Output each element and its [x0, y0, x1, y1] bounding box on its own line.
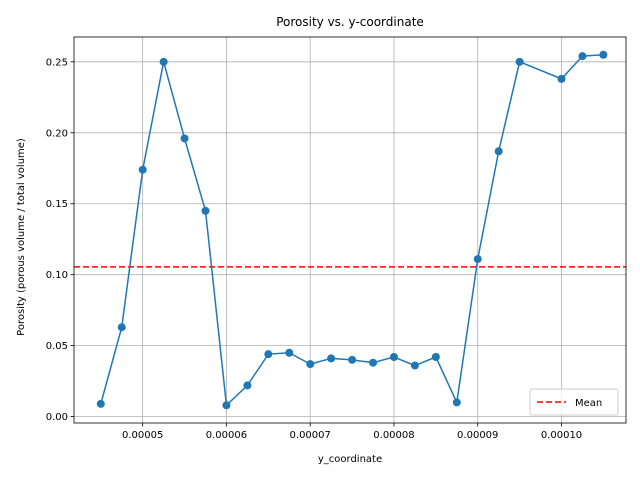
- data-point: [96, 399, 105, 408]
- axes-frame: [73, 36, 627, 424]
- y-tick-label: 0.25: [46, 57, 68, 68]
- x-tick-label: 0.00005: [122, 430, 163, 441]
- data-point: [348, 355, 357, 364]
- tick-layer: 0.00005 0.00006 0.00007 0.00008 0.00009 0.000…: [46, 57, 582, 441]
- data-point: [599, 50, 608, 59]
- data-point: [578, 52, 587, 61]
- data-point: [473, 255, 482, 264]
- x-tick-label: 0.00007: [290, 430, 331, 441]
- data-point: [222, 401, 231, 410]
- data-point: [494, 147, 503, 156]
- chart-title: Porosity vs. y-coordinate: [276, 15, 424, 29]
- data-point: [327, 354, 336, 363]
- series-layer: [96, 50, 608, 410]
- y-axis-label: Porosity (porous volume / total volume): [16, 138, 27, 336]
- data-point: [138, 165, 147, 174]
- x-tick-label: 0.00008: [373, 430, 414, 441]
- y-tick-label: 0.20: [46, 128, 68, 139]
- series-line: [100, 53, 604, 407]
- y-tick-label: 0.15: [46, 199, 68, 210]
- data-point: [452, 398, 461, 407]
- x-tick-label: 0.00010: [541, 430, 582, 441]
- data-point: [243, 381, 252, 390]
- data-point: [431, 353, 440, 362]
- data-point: [285, 348, 294, 357]
- legend-box: [529, 388, 619, 416]
- x-tick-label: 0.00009: [457, 430, 498, 441]
- data-point: [201, 206, 210, 215]
- data-point: [410, 361, 419, 370]
- data-point: [369, 358, 378, 367]
- x-tick-label: 0.00006: [206, 430, 247, 441]
- x-axis-label: y_coordinate: [318, 454, 382, 465]
- y-tick-label: 0.10: [46, 270, 68, 281]
- y-tick-label: 0.05: [46, 341, 68, 352]
- data-point: [159, 57, 168, 66]
- legend: Mean: [529, 388, 619, 416]
- data-point: [557, 74, 566, 83]
- grid-layer: [74, 37, 626, 423]
- data-point: [389, 353, 398, 362]
- data-point: [180, 134, 189, 143]
- y-tick-label: 0.00: [46, 412, 68, 423]
- legend-mean-label: Mean: [575, 398, 602, 409]
- data-point: [306, 360, 315, 369]
- data-point: [117, 323, 126, 332]
- data-point: [515, 57, 524, 66]
- data-point: [264, 350, 273, 359]
